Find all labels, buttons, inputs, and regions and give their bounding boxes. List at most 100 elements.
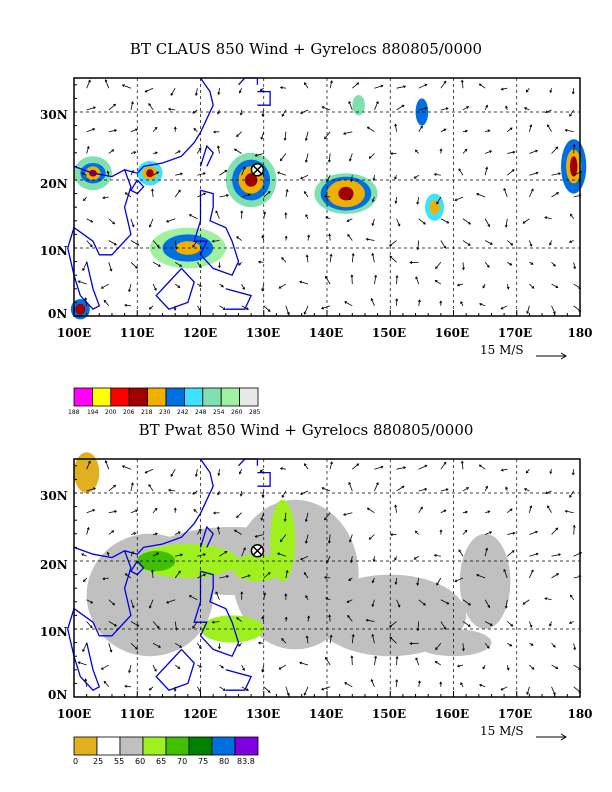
wind-arrowhead: [303, 190, 307, 194]
wind-arrow: [304, 463, 309, 470]
wind-arrowhead: [327, 159, 331, 163]
wind-arrow: [479, 464, 486, 470]
wind-arrow: [389, 240, 397, 247]
wind-arrow: [81, 553, 87, 557]
wind-arrow: [440, 107, 449, 111]
wind-arrow: [321, 106, 331, 111]
wind-arrowhead: [192, 491, 196, 495]
wind-arrowhead: [279, 467, 283, 471]
wind-arrowhead: [569, 494, 572, 498]
wind-arrow: [219, 575, 229, 579]
colorbar-label: 188: [68, 409, 80, 416]
wind-arrowhead: [239, 493, 243, 497]
pwat-shade: [137, 550, 176, 572]
wind-arrow: [241, 193, 251, 198]
wind-arrowhead: [348, 578, 352, 581]
wind-arrow: [128, 283, 132, 292]
wind-arrowhead: [330, 461, 333, 465]
wind-arrow: [175, 554, 183, 557]
wind-arrowhead: [281, 257, 284, 260]
wind-arrow: [529, 553, 539, 557]
wind-arrowhead: [263, 211, 267, 215]
wind-arrow: [394, 124, 397, 132]
coastline: [199, 144, 214, 167]
wind-arrowhead: [401, 485, 405, 489]
wind-arrowhead: [547, 505, 550, 509]
wind-arrow: [234, 148, 242, 154]
wind-arrow: [344, 301, 353, 307]
wind-arrow: [462, 599, 471, 606]
wind-arrow: [436, 577, 442, 586]
wind-arrowhead: [178, 570, 181, 574]
wind-arrow: [484, 167, 488, 176]
wind-arrow: [415, 657, 420, 666]
wind-arrow: [241, 574, 251, 579]
wind-arrowhead: [221, 665, 224, 669]
wind-arrow: [280, 153, 287, 161]
wind-arrow: [328, 153, 331, 162]
wind-arrowhead: [512, 150, 516, 154]
wind-arrowhead: [439, 529, 443, 533]
wind-arrow: [484, 218, 490, 227]
wind-arrowhead: [236, 236, 240, 239]
wind-arrowhead: [284, 593, 288, 597]
wind-arrowhead: [155, 532, 158, 536]
wind-arrowhead: [148, 484, 152, 487]
pwat-panel: [67, 452, 583, 756]
wind-arrow: [170, 87, 176, 96]
wind-arrowhead: [356, 82, 360, 86]
wind-arrow: [130, 218, 135, 227]
wind-arrow: [262, 109, 265, 117]
wind-arrowhead: [194, 474, 198, 478]
wind-arrow: [285, 570, 288, 579]
wind-arrowhead: [267, 309, 271, 312]
wind-arrow: [326, 175, 331, 182]
wind-arrowhead: [500, 468, 504, 472]
wind-arrowhead: [389, 636, 393, 640]
wind-arrow: [148, 103, 154, 111]
wind-arrow: [219, 305, 226, 310]
wind-arrow: [174, 240, 177, 250]
wind-arrowhead: [90, 600, 94, 604]
wind-arrowhead: [389, 624, 392, 628]
wind-arrow: [130, 599, 135, 608]
wind-arrow: [529, 188, 534, 198]
wind-arrowhead: [568, 240, 572, 243]
wind-arrowhead: [246, 688, 249, 691]
wind-arrowhead: [199, 665, 203, 668]
wind-arrow: [305, 512, 309, 522]
wind-arrowhead: [380, 84, 384, 88]
wind-arrowhead: [177, 531, 181, 535]
wind-arrowhead: [555, 146, 559, 150]
wind-arrow: [454, 196, 464, 201]
wind-arrow: [197, 305, 201, 311]
panel1-title: BT CLAUS 850 Wind + Gyrelocs 880805/0000: [129, 40, 483, 58]
wind-arrow: [168, 489, 176, 492]
wind-arrowhead: [564, 509, 568, 513]
colorbar-label: 65: [156, 757, 167, 766]
wind-arrow: [350, 556, 353, 563]
wind-arrowhead: [199, 284, 203, 287]
wind-arrowhead: [224, 551, 228, 554]
wind-arrowhead: [89, 625, 93, 629]
wind-arrow: [101, 283, 109, 289]
wind-arrow: [86, 128, 95, 133]
wind-arrow: [130, 128, 138, 133]
wind-arrowhead: [476, 192, 480, 196]
wind-arrowhead: [276, 171, 280, 175]
wind-arrowhead: [112, 602, 116, 606]
wind-arrowhead: [303, 692, 307, 696]
wind-arrow: [324, 195, 331, 198]
wind-arrow: [351, 253, 354, 263]
wind-arrow: [277, 171, 287, 176]
wind-arrow: [280, 86, 286, 89]
wind-arrowhead: [261, 288, 265, 292]
wind-arrowhead: [173, 126, 177, 130]
wind-arrowhead: [544, 110, 548, 114]
wind-arrowhead: [324, 136, 327, 140]
wind-arrow: [145, 468, 154, 474]
wind-arrow: [304, 686, 309, 696]
wind-arrowhead: [148, 103, 152, 106]
wind-arrowhead: [285, 569, 289, 573]
wind-arrowhead: [485, 485, 488, 489]
